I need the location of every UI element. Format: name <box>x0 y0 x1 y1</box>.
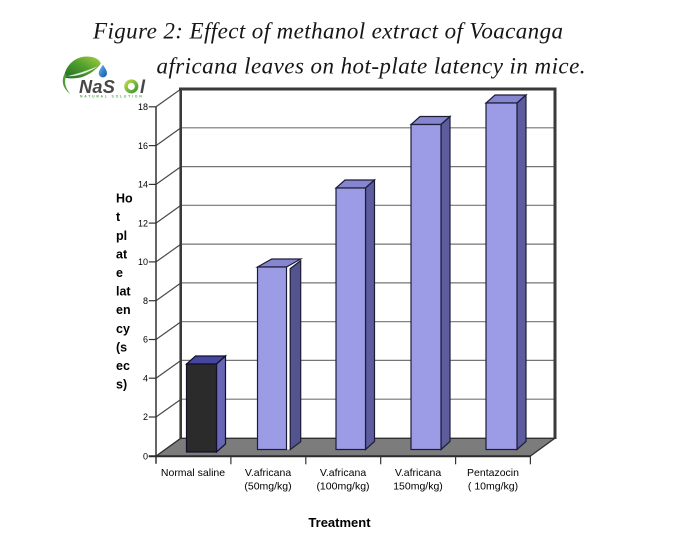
svg-text:Figure 2: Effect of methanol e: Figure 2: Effect of methanol extract of … <box>92 19 563 44</box>
svg-text:12: 12 <box>138 218 148 228</box>
svg-text:10: 10 <box>138 257 148 267</box>
svg-text:V.africana: V.africana <box>320 467 366 479</box>
svg-text:l: l <box>140 77 146 97</box>
svg-text:(100mg/kg): (100mg/kg) <box>316 481 369 493</box>
svg-text:V.africana: V.africana <box>245 467 291 479</box>
svg-text:e: e <box>116 266 123 280</box>
svg-text:Treatment: Treatment <box>308 515 371 530</box>
svg-text:(s: (s <box>116 340 127 354</box>
svg-text:18: 18 <box>138 102 148 112</box>
svg-text:6: 6 <box>143 335 148 345</box>
svg-text:14: 14 <box>138 180 148 190</box>
svg-text:at: at <box>116 247 128 261</box>
svg-text:V.africana: V.africana <box>395 467 441 479</box>
svg-text:Ho: Ho <box>116 192 133 206</box>
svg-text:t: t <box>116 210 121 224</box>
svg-text:pl: pl <box>116 229 127 243</box>
svg-text:en: en <box>116 303 131 317</box>
svg-text:Normal saline: Normal saline <box>161 467 225 479</box>
svg-text:cy: cy <box>116 322 130 336</box>
svg-text:2: 2 <box>143 412 148 422</box>
svg-text:africana leaves on hot-plate l: africana leaves on hot-plate latency in … <box>157 54 586 79</box>
svg-text:150mg/kg): 150mg/kg) <box>393 481 443 493</box>
svg-text:( 10mg/kg): ( 10mg/kg) <box>468 481 518 493</box>
svg-text:16: 16 <box>138 141 148 151</box>
svg-text:0: 0 <box>143 451 148 461</box>
svg-text:NATURAL SOLUTION: NATURAL SOLUTION <box>80 95 144 99</box>
svg-text:s): s) <box>116 378 127 392</box>
svg-text:8: 8 <box>143 296 148 306</box>
svg-text:Pentazocin: Pentazocin <box>467 467 519 479</box>
svg-text:4: 4 <box>143 373 148 383</box>
svg-text:lat: lat <box>116 285 131 299</box>
svg-text:ec: ec <box>116 359 130 373</box>
svg-text:NaS: NaS <box>79 77 115 97</box>
svg-text:(50mg/kg): (50mg/kg) <box>244 481 291 493</box>
